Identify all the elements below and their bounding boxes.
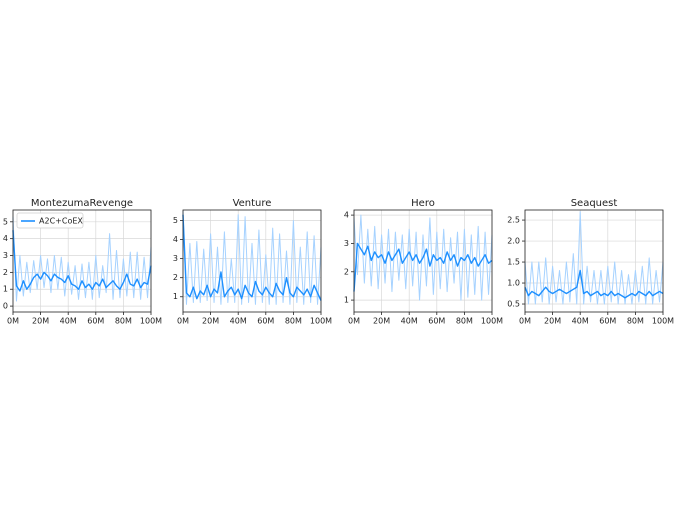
series-line — [182, 210, 322, 305]
subplot-title: Seaquest — [571, 198, 618, 209]
y-tick-label: 1 — [344, 296, 349, 305]
y-tick-label: 5 — [173, 216, 178, 225]
x-tick-label: 80M — [115, 317, 132, 326]
series-line — [524, 269, 664, 299]
x-tick-label: 100M — [140, 317, 162, 326]
x-tick-label: 40M — [230, 317, 247, 326]
x-tick-label: 40M — [401, 317, 418, 326]
x-tick-label: 100M — [481, 317, 503, 326]
x-tick-label: 20M — [32, 317, 49, 326]
y-tick-label: 2.5 — [507, 216, 520, 225]
series-line — [12, 230, 152, 292]
y-tick-label: 5 — [3, 217, 8, 226]
series-line — [12, 216, 152, 302]
plot-frame — [182, 209, 322, 313]
x-tick-label: 100M — [652, 317, 674, 326]
x-tick-label: 40M — [572, 317, 589, 326]
y-tick-label: 4 — [344, 211, 349, 220]
x-tick-label: 80M — [285, 317, 302, 326]
y-tick-label: 3 — [173, 254, 178, 263]
x-tick-label: 20M — [202, 317, 219, 326]
y-tick-label: 0 — [3, 302, 8, 311]
plot-frame — [12, 209, 152, 313]
y-tick-label: 4 — [3, 234, 8, 243]
subplot: 0.5 1.0 1.5 2.0 2.5 0M 20M 40M 60M 80M 100M Seaques… — [507, 198, 674, 326]
legend-label: A2C+CoEX — [39, 217, 83, 226]
y-tick-label: 0.5 — [507, 300, 520, 309]
x-tick-label: 20M — [373, 317, 390, 326]
x-tick-label: 60M — [599, 317, 616, 326]
y-tick-label: 3 — [344, 239, 349, 248]
series-line — [182, 214, 322, 301]
series-line — [353, 214, 493, 301]
y-tick-label: 1 — [3, 285, 8, 294]
y-tick-label: 1.5 — [507, 258, 520, 267]
plot-frame — [353, 209, 493, 313]
x-tick-label: 0M — [519, 317, 531, 326]
subplot: 0 1 2 3 4 5 0M 20M 40M 60M 80M 100M MontezumaRevenge… — [3, 198, 162, 326]
x-tick-label: 0M — [348, 317, 360, 326]
x-tick-label: 60M — [428, 317, 445, 326]
y-tick-label: 3 — [3, 251, 8, 260]
y-tick-label: 2 — [3, 268, 8, 277]
legend-box — [16, 212, 84, 229]
x-tick-label: 0M — [7, 317, 19, 326]
subplot: 1 2 3 4 5 0M 20M 40M 60M 80M 100M Venture — [173, 198, 332, 326]
plot-frame — [524, 209, 664, 313]
x-tick-label: 80M — [456, 317, 473, 326]
subplot-title: MontezumaRevenge — [31, 198, 133, 209]
subplot-title: Venture — [233, 198, 272, 209]
x-tick-label: 0M — [177, 317, 189, 326]
y-tick-label: 1 — [173, 292, 178, 301]
subplot-title: Hero — [411, 198, 435, 209]
x-tick-label: 80M — [627, 317, 644, 326]
x-tick-label: 20M — [544, 317, 561, 326]
x-tick-label: 60M — [257, 317, 274, 326]
x-tick-label: 100M — [310, 317, 332, 326]
y-tick-label: 2 — [344, 267, 349, 276]
y-tick-label: 2.0 — [507, 237, 520, 246]
series-line — [524, 211, 664, 305]
x-tick-label: 60M — [87, 317, 104, 326]
series-line — [353, 242, 493, 292]
x-tick-label: 40M — [60, 317, 77, 326]
y-tick-label: 2 — [173, 273, 178, 282]
y-tick-label: 1.0 — [507, 279, 520, 288]
y-tick-label: 4 — [173, 235, 178, 244]
